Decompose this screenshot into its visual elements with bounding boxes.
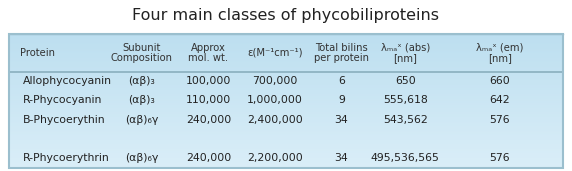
- Text: 6: 6: [338, 76, 345, 86]
- Text: 1,000,000: 1,000,000: [247, 95, 303, 105]
- Text: 240,000: 240,000: [186, 115, 231, 124]
- Text: (αβ)₆γ: (αβ)₆γ: [125, 153, 158, 163]
- Text: 576: 576: [489, 115, 510, 124]
- Text: 642: 642: [489, 95, 510, 105]
- Text: 650: 650: [395, 76, 416, 86]
- Text: (αβ)₆γ: (αβ)₆γ: [125, 115, 158, 124]
- Text: 34: 34: [335, 153, 348, 163]
- Text: 9: 9: [338, 95, 345, 105]
- Text: Subunit: Subunit: [122, 43, 161, 52]
- Text: λₘₐˣ (em): λₘₐˣ (em): [476, 43, 523, 52]
- Text: Total bilins: Total bilins: [315, 43, 368, 52]
- Text: 576: 576: [489, 153, 510, 163]
- Text: per protein: per protein: [314, 53, 369, 63]
- Text: Allophycocyanin: Allophycocyanin: [22, 76, 112, 86]
- Text: 555,618: 555,618: [383, 95, 428, 105]
- Text: mol. wt.: mol. wt.: [188, 53, 228, 63]
- Text: ε(M⁻¹cm⁻¹): ε(M⁻¹cm⁻¹): [247, 48, 303, 58]
- Text: 2,200,000: 2,200,000: [247, 153, 303, 163]
- Text: [nm]: [nm]: [488, 53, 511, 63]
- Text: 543,562: 543,562: [383, 115, 428, 124]
- Text: R-Phycoerythrin: R-Phycoerythrin: [22, 153, 109, 163]
- Text: Approx: Approx: [191, 43, 226, 52]
- Text: R-Phycocyanin: R-Phycocyanin: [22, 95, 102, 105]
- Text: 240,000: 240,000: [186, 153, 231, 163]
- Text: 100,000: 100,000: [186, 76, 231, 86]
- Text: Four main classes of phycobiliproteins: Four main classes of phycobiliproteins: [133, 8, 439, 23]
- Text: (αβ)₃: (αβ)₃: [128, 76, 155, 86]
- Text: 660: 660: [489, 76, 510, 86]
- Text: 34: 34: [335, 115, 348, 124]
- Text: B-Phycoerythin: B-Phycoerythin: [22, 115, 105, 124]
- Text: 2,400,000: 2,400,000: [247, 115, 303, 124]
- Text: 110,000: 110,000: [186, 95, 231, 105]
- Text: Protein: Protein: [19, 48, 55, 58]
- Text: 700,000: 700,000: [252, 76, 297, 86]
- Text: (αβ)₃: (αβ)₃: [128, 95, 155, 105]
- Text: 495,536,565: 495,536,565: [371, 153, 440, 163]
- Text: λₘₐˣ (abs): λₘₐˣ (abs): [380, 43, 430, 52]
- Text: Composition: Composition: [111, 53, 173, 63]
- Text: [nm]: [nm]: [394, 53, 417, 63]
